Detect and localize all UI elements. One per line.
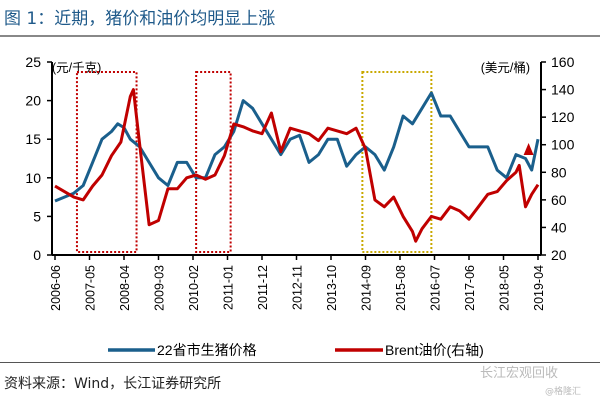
highlight-box	[75, 71, 138, 253]
left-tick-label: 5	[33, 208, 41, 224]
left-tick-label: 10	[25, 170, 41, 186]
x-tick-label: 2017-06	[463, 265, 477, 311]
right-tick-label: 160	[551, 54, 575, 70]
chart-title: 图 1：近期，猪价和油价均明显上涨	[4, 9, 276, 29]
right-tick-label: 100	[551, 137, 575, 153]
x-tick-label: 2009-03	[153, 265, 167, 311]
watermark-2: @格隆汇	[545, 387, 582, 397]
up-arrow-icon	[523, 143, 534, 155]
x-tick-label: 2006-06	[49, 265, 63, 311]
x-tick-label: 2008-04	[118, 265, 132, 311]
footer-divider	[0, 362, 600, 363]
right-tick-label: 40	[551, 219, 567, 235]
title-divider	[0, 35, 600, 37]
x-tick-label: 2016-07	[429, 265, 443, 311]
watermark: 长江宏观回收	[480, 366, 559, 381]
legend-label-pig: 22省市生猪价格	[157, 342, 257, 358]
x-tick-label: 2011-12	[256, 265, 270, 310]
right-tick-label: 60	[551, 192, 567, 208]
pig-price-line	[54, 91, 540, 203]
left-tick-label: 15	[25, 131, 41, 147]
x-tick-label: 2019-04	[532, 265, 546, 311]
source-note: 资料来源：Wind，长江证券研究所	[4, 376, 222, 392]
left-tick-label: 20	[25, 93, 41, 109]
x-tick-label: 2011-01	[222, 265, 236, 310]
right-axis-label: (美元/桶)	[481, 60, 530, 75]
right-tick-label: 80	[551, 164, 567, 180]
highlight-box	[195, 71, 232, 253]
right-tick-label: 140	[551, 82, 575, 98]
x-tick-label: 2013-10	[325, 265, 339, 311]
highlight-box	[361, 71, 433, 253]
x-tick-label: 2015-08	[394, 265, 408, 311]
right-tick-label: 120	[551, 109, 575, 125]
left-tick-label: 0	[33, 247, 41, 263]
oil-price-line	[54, 88, 540, 243]
x-tick-label: 2007-05	[84, 265, 98, 311]
left-tick-label: 25	[25, 54, 41, 70]
x-tick-label: 2018-05	[498, 265, 512, 311]
x-tick-label: 2012-11	[291, 265, 305, 310]
right-tick-label: 20	[551, 247, 567, 263]
x-tick-label: 2014-09	[360, 265, 374, 311]
legend-label-oil: Brent油价(右轴)	[385, 342, 484, 358]
x-tick-label: 2010-02	[187, 265, 201, 311]
